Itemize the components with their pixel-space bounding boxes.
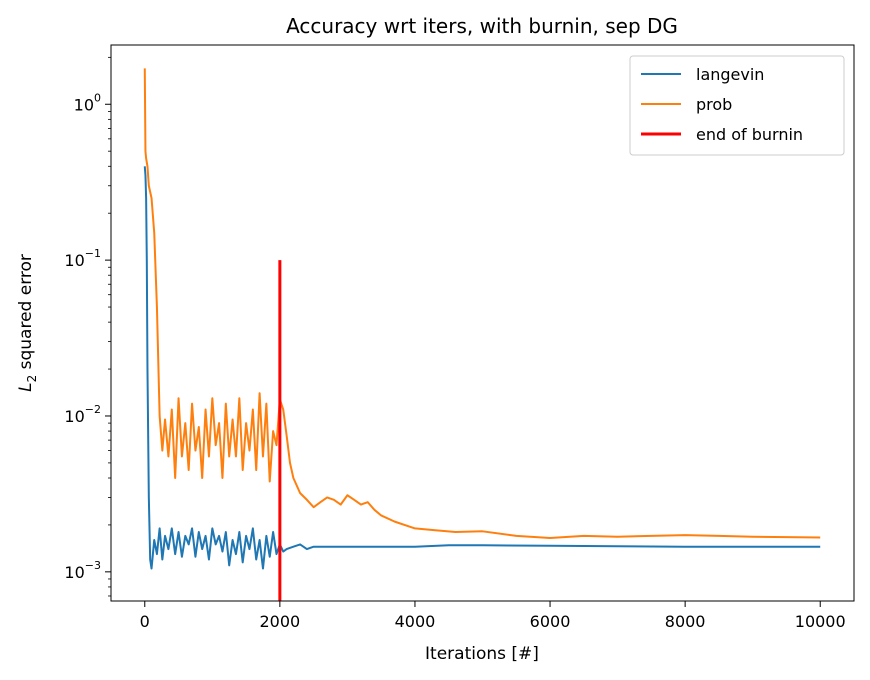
- y-tick-base: 10: [64, 251, 84, 270]
- legend-label: end of burnin: [696, 125, 803, 144]
- legend-label: langevin: [696, 65, 764, 84]
- y-tick-label: 100: [74, 91, 101, 114]
- x-axis-label: Iterations [#]: [425, 644, 539, 664]
- x-tick-label: 2000: [260, 612, 301, 631]
- y-axis-label-subscript: 2: [25, 375, 39, 383]
- y-tick-exponent: 0: [94, 91, 101, 104]
- y-tick-exponent: −2: [85, 403, 101, 416]
- x-tick-label: 4000: [395, 612, 436, 631]
- series-line-prob: [143, 68, 821, 539]
- plot-area: [110, 44, 855, 602]
- y-axis-label: L2 squared error: [16, 254, 39, 392]
- series-line-langevin: [143, 166, 821, 570]
- x-tick-label: 8000: [665, 612, 706, 631]
- x-tick-label: 6000: [530, 612, 571, 631]
- x-tick-label: 10000: [795, 612, 846, 631]
- legend-label: prob: [696, 95, 732, 114]
- y-tick-base: 10: [64, 407, 84, 426]
- series-layer: [143, 68, 821, 601]
- y-tick-label: 10−1: [64, 247, 101, 270]
- y-tick-label: 10−2: [64, 403, 101, 426]
- x-tick-label: 0: [140, 612, 150, 631]
- y-tick-base: 10: [64, 563, 84, 582]
- y-tick-exponent: −3: [85, 559, 101, 572]
- legend-items: langevin prob end of burnin: [641, 65, 803, 144]
- y-tick-base: 10: [74, 95, 94, 114]
- y-axis-label-base: L: [16, 382, 36, 391]
- legend-box: [629, 55, 845, 156]
- axes-frame: [110, 44, 855, 602]
- y-tick-label: 10−3: [64, 559, 101, 582]
- y-axis-label-rest: squared error: [16, 254, 36, 375]
- legend: langevin prob end of burnin: [629, 55, 845, 156]
- x-axis-ticks: 0 2000 4000 6000 8000 10000: [140, 601, 846, 631]
- chart-title: Accuracy wrt iters, with burnin, sep DG: [286, 14, 678, 38]
- y-tick-exponent: −1: [85, 247, 101, 260]
